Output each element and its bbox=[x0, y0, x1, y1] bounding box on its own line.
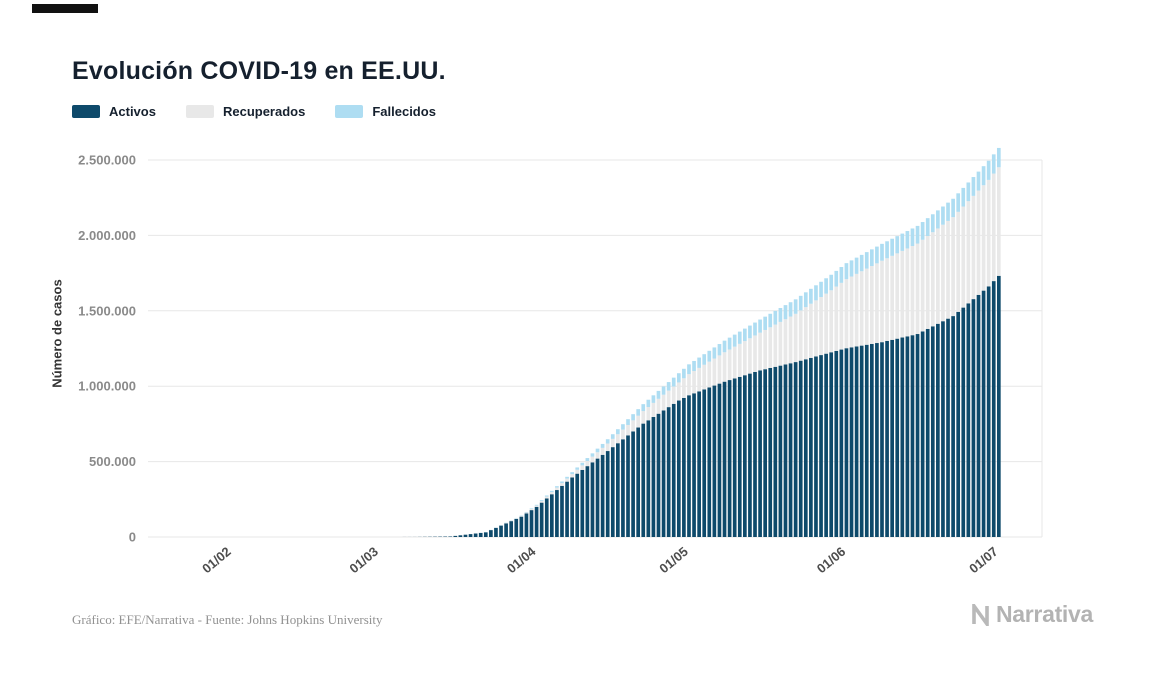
svg-text:01/07: 01/07 bbox=[966, 544, 1001, 576]
activos-swatch-icon bbox=[72, 105, 100, 118]
svg-text:500.000: 500.000 bbox=[89, 454, 136, 469]
svg-text:0: 0 bbox=[129, 530, 136, 545]
narrativa-logo-icon bbox=[972, 603, 989, 626]
svg-text:01/04: 01/04 bbox=[504, 543, 539, 576]
svg-text:2.000.000: 2.000.000 bbox=[78, 228, 136, 243]
legend-label-recuperados: Recuperados bbox=[222, 104, 306, 119]
svg-text:01/06: 01/06 bbox=[814, 544, 849, 576]
top-left-black-bar bbox=[32, 4, 98, 13]
source-credit: Gráfico: EFE/Narrativa - Fuente: Johns H… bbox=[72, 612, 383, 627]
legend-label-activos: Activos bbox=[109, 104, 156, 119]
legend-item-activos[interactable]: Activos bbox=[72, 104, 156, 119]
svg-text:01/02: 01/02 bbox=[199, 544, 234, 576]
narrativa-logo: Narrativa bbox=[971, 601, 1093, 628]
svg-text:1.000.000: 1.000.000 bbox=[78, 379, 136, 394]
stacked-bar-plot[interactable]: 0 500.000 1.000.000 1.500.000 2.000.000 2.500… bbox=[60, 138, 1060, 598]
fallecidos-swatch-icon bbox=[335, 105, 364, 118]
svg-text:1.500.000: 1.500.000 bbox=[78, 303, 136, 318]
legend-label-fallecidos: Fallecidos bbox=[372, 104, 436, 119]
svg-text:01/03: 01/03 bbox=[346, 544, 381, 576]
legend-item-recuperados[interactable]: Recuperados bbox=[185, 104, 306, 119]
legend: Activos Recuperados Fallecidos bbox=[72, 104, 436, 119]
recuperados-swatch-icon bbox=[185, 105, 214, 118]
legend-item-fallecidos[interactable]: Fallecidos bbox=[335, 104, 436, 119]
chart-title: Evolución COVID-19 en EE.UU. bbox=[72, 56, 446, 85]
svg-text:2.500.000: 2.500.000 bbox=[78, 153, 136, 168]
svg-text:01/05: 01/05 bbox=[656, 544, 691, 576]
narrativa-logo-text: Narrativa bbox=[995, 601, 1093, 627]
